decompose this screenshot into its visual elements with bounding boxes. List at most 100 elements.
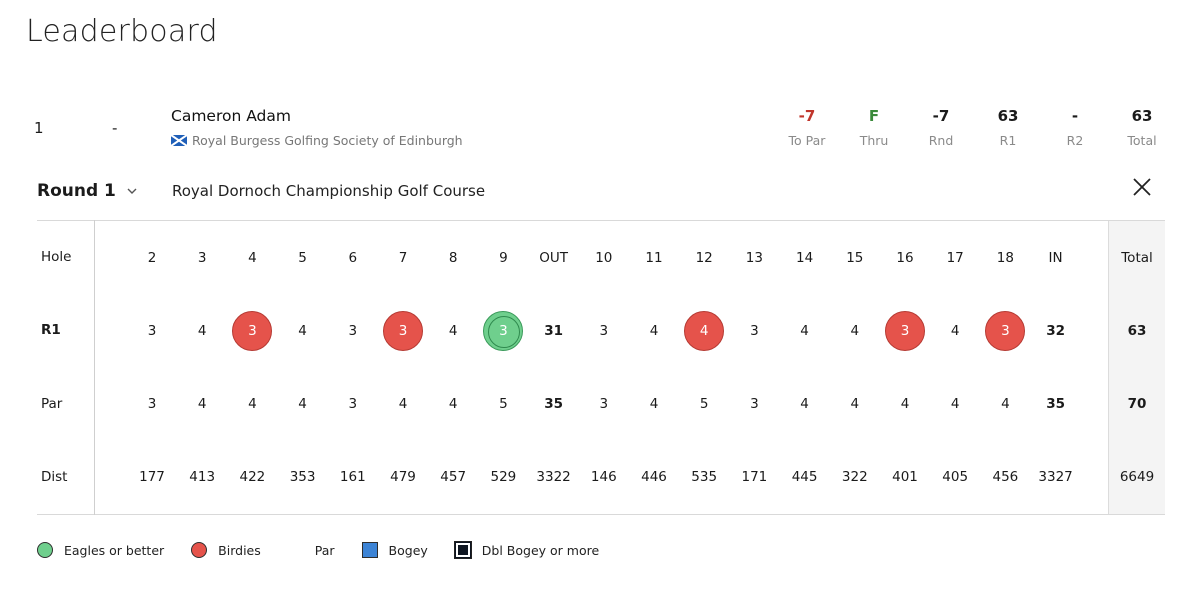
dist-cell: 146 bbox=[590, 469, 617, 485]
hole-header: IN bbox=[1048, 250, 1063, 266]
player-club: Royal Burgess Golfing Society of Edinbur… bbox=[171, 133, 463, 148]
score-cell: 4 bbox=[950, 323, 960, 339]
birdie-marker-icon bbox=[684, 311, 725, 351]
dist-cell: 3322 bbox=[536, 469, 571, 485]
leaderboard-player-row[interactable]: 1 - Cameron Adam Royal Burgess Golfing S… bbox=[0, 100, 1200, 160]
hole-header: 11 bbox=[645, 250, 663, 266]
round-label: Round 1 bbox=[37, 181, 116, 201]
legend-double-bogey: Dbl Bogey or more bbox=[453, 541, 600, 559]
scorecard-table bbox=[37, 220, 1165, 515]
hole-header: 7 bbox=[398, 250, 408, 266]
par-cell: 5 bbox=[699, 396, 709, 412]
total-par: 70 bbox=[1127, 396, 1147, 412]
par-cell: 3 bbox=[348, 396, 358, 412]
stat-value: -7 bbox=[798, 107, 816, 125]
close-icon[interactable] bbox=[1130, 175, 1154, 199]
legend-eagle: Eagles or better bbox=[37, 542, 164, 558]
score-cell: 4 bbox=[197, 323, 207, 339]
legend-par: Par bbox=[315, 543, 335, 558]
score-cell: 3 bbox=[1001, 323, 1010, 339]
row-label-score: R1 bbox=[41, 322, 61, 338]
score-cell: 4 bbox=[649, 323, 659, 339]
hole-header: 3 bbox=[197, 250, 207, 266]
dist-cell: 529 bbox=[490, 469, 517, 485]
dist-cell: 322 bbox=[841, 469, 868, 485]
score-cell: 4 bbox=[850, 323, 860, 339]
course-name: Royal Dornoch Championship Golf Course bbox=[172, 182, 486, 200]
hole-header: 18 bbox=[996, 250, 1014, 266]
par-cell: 4 bbox=[1001, 396, 1010, 412]
player-name[interactable]: Cameron Adam bbox=[171, 107, 291, 125]
par-cell: 4 bbox=[398, 396, 408, 412]
legend-label: Eagles or better bbox=[64, 542, 165, 558]
hole-header: 14 bbox=[796, 250, 814, 266]
par-cell: 4 bbox=[850, 396, 860, 412]
hole-header: OUT bbox=[539, 250, 568, 266]
legend-label: Birdies bbox=[218, 542, 261, 558]
chevron-down-icon bbox=[127, 188, 137, 194]
dist-cell: 171 bbox=[741, 469, 768, 485]
eagle-swatch-icon bbox=[37, 542, 53, 558]
total-score: 63 bbox=[1127, 323, 1147, 339]
stat-round: -7 Rnd bbox=[906, 107, 976, 148]
dist-cell: 446 bbox=[641, 469, 667, 485]
round-selector[interactable]: Round 1 bbox=[37, 181, 138, 201]
stat-value: 63 bbox=[997, 107, 1019, 125]
score-cell: 3 bbox=[147, 323, 157, 339]
dist-cell: 3327 bbox=[1038, 469, 1073, 485]
par-cell: 3 bbox=[750, 396, 759, 412]
hole-header: 10 bbox=[595, 250, 613, 266]
score-cell: 32 bbox=[1046, 323, 1065, 339]
stat-value: 63 bbox=[1131, 107, 1153, 125]
legend-label: Dbl Bogey or more bbox=[481, 542, 600, 558]
bogey-swatch-icon bbox=[361, 542, 378, 558]
hole-header: 15 bbox=[846, 250, 864, 266]
total-dist: 6649 bbox=[1119, 469, 1155, 485]
hole-header: 6 bbox=[348, 250, 358, 266]
par-cell: 5 bbox=[499, 396, 508, 412]
score-cell: 3 bbox=[348, 323, 358, 339]
hole-header: 8 bbox=[448, 250, 458, 266]
dist-cell: 456 bbox=[992, 469, 1019, 485]
par-cell: 4 bbox=[248, 396, 257, 412]
stat-total: 63 Total bbox=[1107, 107, 1177, 148]
score-cell: 3 bbox=[499, 323, 508, 339]
dist-cell: 401 bbox=[892, 469, 918, 485]
score-cell: 4 bbox=[298, 323, 307, 339]
birdie-marker-icon bbox=[383, 311, 423, 351]
dist-cell: 422 bbox=[239, 469, 266, 485]
dist-cell: 413 bbox=[189, 469, 216, 485]
total-column bbox=[1108, 221, 1165, 514]
stat-label: Total bbox=[1127, 133, 1157, 148]
score-cell: 3 bbox=[900, 323, 910, 339]
par-cell: 4 bbox=[800, 396, 809, 412]
stat-r1: 63 R1 bbox=[973, 107, 1043, 148]
hole-header: 9 bbox=[499, 250, 508, 266]
dist-cell: 535 bbox=[691, 469, 718, 485]
score-cell: 4 bbox=[800, 323, 809, 339]
row-label-hole: Hole bbox=[41, 249, 72, 265]
score-cell: 3 bbox=[750, 323, 759, 339]
stat-label: R2 bbox=[1066, 133, 1084, 148]
page-title: Leaderboard bbox=[26, 14, 218, 49]
par-cell: 3 bbox=[599, 396, 609, 412]
score-cell: 3 bbox=[599, 323, 609, 339]
stat-value: - bbox=[1071, 107, 1079, 125]
dist-cell: 177 bbox=[139, 469, 165, 485]
par-cell: 3 bbox=[147, 396, 157, 412]
stat-thru: F Thru bbox=[839, 107, 909, 148]
stat-to-par: -7 To Par bbox=[772, 107, 842, 148]
birdie-marker-icon bbox=[885, 311, 925, 351]
legend-label: Par bbox=[314, 542, 335, 558]
stat-value: -7 bbox=[932, 107, 950, 125]
player-position: 1 bbox=[34, 119, 44, 137]
stat-label: Thru bbox=[859, 133, 889, 148]
score-cell: 4 bbox=[448, 323, 458, 339]
hole-header: 16 bbox=[896, 250, 914, 266]
stat-r2: - R2 bbox=[1040, 107, 1110, 148]
score-cell: 3 bbox=[248, 323, 257, 339]
label-divider bbox=[94, 220, 95, 515]
player-movement: - bbox=[112, 119, 118, 137]
score-cell: 4 bbox=[699, 323, 709, 339]
double-bogey-swatch-icon bbox=[453, 541, 472, 559]
